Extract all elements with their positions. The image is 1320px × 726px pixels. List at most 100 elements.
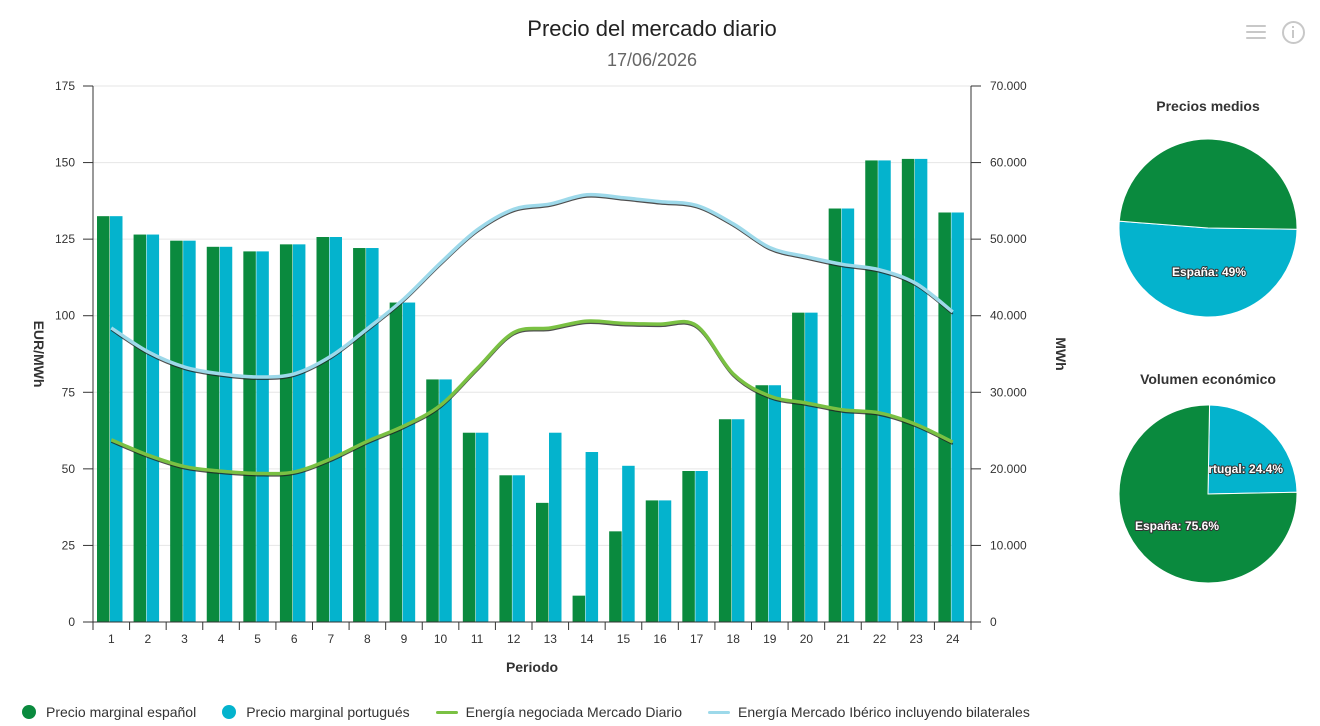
bar: [731, 419, 745, 622]
x-tick-label: 12: [507, 632, 521, 646]
pie-title: Precios medios: [1156, 98, 1260, 114]
bar: [426, 379, 439, 622]
bar: [256, 251, 269, 622]
x-axis-title: Periodo: [506, 659, 558, 675]
y-tick-label-right: 60.000: [990, 156, 1027, 170]
y-tick-label-right: 30.000: [990, 385, 1027, 399]
bar: [536, 502, 549, 622]
y-tick-label-left: 25: [62, 538, 76, 552]
legend-item-energia-negociada[interactable]: Energía negociada Mercado Diario: [435, 704, 682, 720]
bar: [792, 312, 805, 622]
bar: [938, 212, 951, 622]
y-tick-label-right: 40.000: [990, 309, 1027, 323]
y-tick-label-right: 50.000: [990, 232, 1027, 246]
y-tick-label-left: 50: [62, 462, 76, 476]
bar: [279, 244, 293, 622]
bar: [475, 432, 489, 622]
bar: [695, 471, 708, 622]
pie-slice-label: España: 75.6%: [1135, 519, 1219, 533]
y-axis-left-title: EUR/MWh: [31, 321, 47, 388]
bar: [572, 595, 586, 622]
y-tick-label-left: 175: [55, 79, 75, 93]
bar: [828, 208, 842, 622]
y-tick-label-left: 125: [55, 232, 75, 246]
x-tick-label: 3: [181, 632, 188, 646]
legend-marker: [707, 710, 730, 714]
bar: [110, 216, 123, 622]
bar: [329, 236, 342, 623]
info-icon[interactable]: [1281, 20, 1305, 44]
bar: [951, 212, 964, 622]
pie-slice: [1207, 404, 1298, 495]
bar: [718, 419, 732, 622]
bar: [585, 452, 599, 622]
bar: [389, 302, 403, 622]
bar: [805, 312, 818, 622]
x-tick-label: 13: [544, 632, 558, 646]
chart-subtitle: 17/06/2026: [607, 50, 697, 70]
pie-slice-label: España: 49%: [1172, 265, 1246, 279]
bar: [462, 432, 476, 622]
bar: [183, 240, 196, 622]
x-tick-label: 15: [617, 632, 631, 646]
x-tick-label: 8: [364, 632, 371, 646]
bar: [682, 471, 695, 622]
legend-label: Precio marginal portugués: [246, 704, 410, 720]
x-tick-label: 10: [434, 632, 448, 646]
chart-area: Precio del mercado diario 17/06/2026 0 0 2…: [31, 16, 1298, 675]
bar: [170, 240, 183, 622]
legend-item-precio-portugues[interactable]: Precio marginal portugués: [222, 704, 410, 720]
chart-legend: Precio marginal español Precio marginal …: [22, 702, 1056, 722]
pie-slice: [1118, 404, 1298, 584]
bar: [219, 246, 233, 623]
legend-marker: [222, 705, 237, 719]
x-tick-label: 6: [291, 632, 298, 646]
pie-slice: [1118, 220, 1298, 318]
legend-item-energia-iberico[interactable]: Energía Mercado Ibérico incluyendo bilat…: [707, 704, 1030, 720]
pie-charts: Precios mediosPortugal: 51%España: 49%Vo…: [1118, 98, 1298, 584]
legend-item-precio-espanol[interactable]: Precio marginal español: [22, 704, 196, 720]
y-axis-right-title: MWh: [1053, 337, 1069, 370]
x-tick-label: 17: [690, 632, 704, 646]
bar: [97, 216, 110, 622]
pie-title: Volumen económico: [1140, 371, 1276, 387]
bar: [645, 500, 659, 622]
bar: [316, 236, 329, 623]
pie-slice: [1118, 138, 1298, 230]
series-line: [110, 192, 954, 379]
series-lines: [110, 192, 954, 477]
series-line-shadow: [110, 195, 954, 380]
bar: [768, 385, 781, 622]
legend-marker: [22, 705, 36, 719]
y-tick-label-left: 0: [68, 615, 75, 629]
legend-label: Energía negociada Mercado Diario: [465, 704, 682, 720]
x-tick-label: 5: [254, 632, 261, 646]
y-tick-label-right: 20.000: [990, 462, 1027, 476]
x-tick-label: 16: [653, 632, 667, 646]
y-tick-label-right: 70.000: [990, 79, 1027, 93]
grid-lines: [93, 85, 971, 623]
y-tick-label-right: 10.000: [990, 538, 1027, 552]
menu-icon[interactable]: [1244, 20, 1268, 44]
bar: [841, 208, 855, 622]
bar: [206, 246, 220, 623]
bar: [353, 248, 366, 622]
bar: [609, 531, 622, 622]
y-tick-label-left: 100: [55, 309, 75, 323]
bar: [292, 244, 306, 622]
pie-slice-label: Portugal: 24.4%: [1193, 462, 1283, 476]
bar: [914, 158, 928, 622]
x-tick-label: 7: [327, 632, 334, 646]
y-tick-label-left: 75: [62, 385, 76, 399]
bars: [97, 158, 964, 623]
legend-marker: [435, 710, 458, 714]
bar: [243, 251, 256, 622]
x-tick-label: 14: [580, 632, 594, 646]
x-tick-label: 22: [873, 632, 887, 646]
x-tick-label: 4: [218, 632, 225, 646]
x-tick-label: 9: [401, 632, 408, 646]
chart-title: Precio del mercado diario: [527, 16, 776, 41]
x-tick-label: 23: [909, 632, 923, 646]
bar: [755, 385, 768, 622]
bar: [499, 475, 512, 622]
